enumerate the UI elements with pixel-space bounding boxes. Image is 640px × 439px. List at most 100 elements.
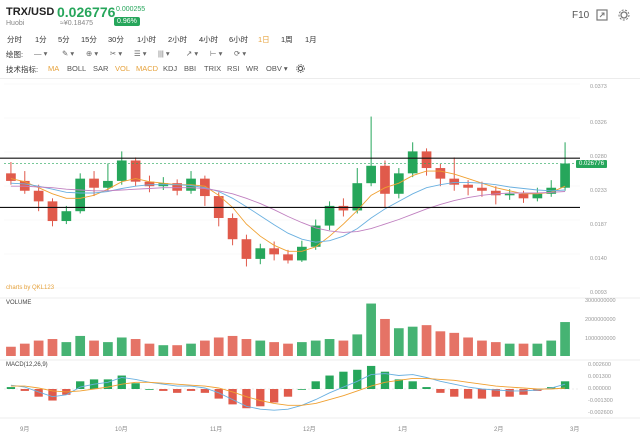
pair-title: TRX/USD xyxy=(6,6,55,18)
last-price: 0.026776 xyxy=(57,4,116,20)
volume-bar xyxy=(421,325,432,356)
y-tick-4: 0.0187 xyxy=(590,222,607,228)
cut-tool-dropdown[interactable]: ✂ ▾ xyxy=(110,49,123,58)
tab-period-6h[interactable]: 6小时 xyxy=(229,35,249,44)
candle-body xyxy=(352,183,363,211)
x-tick-feb: 2月 xyxy=(494,427,504,433)
line-tool-dropdown[interactable]: — ▾ xyxy=(34,49,48,58)
volume-bar xyxy=(75,335,86,356)
candle-body xyxy=(172,183,183,191)
volume-bar xyxy=(407,326,418,356)
candle-body xyxy=(33,190,44,202)
macd-histogram-bar xyxy=(20,389,29,391)
y-tick-2: 0.0280 xyxy=(590,154,607,160)
period-tabs: 分时 1分 5分 15分 30分 1小时 2小时 4小时 6小时 1日 1周 1… xyxy=(0,33,640,47)
x-tick-mar: 3月 xyxy=(570,427,580,433)
macd-histogram-bar xyxy=(117,375,126,389)
volume-bar xyxy=(255,340,266,356)
volume-bar xyxy=(560,322,570,356)
volume-panel-title: VOLUME xyxy=(6,300,32,306)
chart-watermark: charts by QKL123 xyxy=(6,285,55,291)
indicator-wr[interactable]: WR xyxy=(246,64,259,73)
candle-body xyxy=(269,248,279,255)
macd-histogram-bar xyxy=(200,389,210,393)
indicator-kdj[interactable]: KDJ xyxy=(163,64,178,73)
indicator-ma[interactable]: MA xyxy=(48,64,60,73)
candle-body xyxy=(47,201,58,222)
macd-histogram-bar xyxy=(422,387,431,389)
macd-histogram-bar xyxy=(353,369,362,389)
indicator-settings-icon[interactable] xyxy=(296,64,305,73)
macd-line xyxy=(10,373,566,411)
volume-bar xyxy=(116,337,127,356)
indicator-bbi[interactable]: BBI xyxy=(184,64,197,73)
volume-bar xyxy=(435,331,446,356)
indicator-boll[interactable]: BOLL xyxy=(67,64,87,73)
y-tick-6: 0.0093 xyxy=(590,290,607,296)
fib-tool-dropdown[interactable]: ||| ▾ xyxy=(158,49,170,58)
tab-period-1w[interactable]: 1周 xyxy=(281,35,293,44)
macd-histogram-bar xyxy=(159,389,168,391)
volume-bar xyxy=(200,340,210,356)
tab-period-1m[interactable]: 1月 xyxy=(305,35,317,44)
macd-histogram-bar xyxy=(242,389,251,409)
macd-tick-2: 0.000000 xyxy=(588,386,611,392)
macd-histogram-bar xyxy=(48,389,57,401)
measure-tool-dropdown[interactable]: ⊢ ▾ xyxy=(210,49,223,58)
indicator-rsi[interactable]: RSI xyxy=(227,64,240,73)
candle-body xyxy=(560,163,570,188)
y-tick-0: 0.0373 xyxy=(590,84,607,90)
tab-period-30min[interactable]: 30分 xyxy=(108,35,124,44)
tab-period-1h[interactable]: 1小时 xyxy=(137,35,157,44)
tab-period-1d[interactable]: 1日 xyxy=(258,35,270,44)
circle-tool-dropdown[interactable]: ⊕ ▾ xyxy=(86,49,99,58)
price-change-badge: 0.96% xyxy=(114,17,140,26)
tab-period-2h[interactable]: 2小时 xyxy=(168,35,188,44)
indicator-sar[interactable]: SAR xyxy=(93,64,109,73)
candle-body xyxy=(338,205,349,211)
volume-bar xyxy=(393,328,404,356)
macd-histogram-bar xyxy=(256,389,265,407)
candle-body xyxy=(407,151,418,174)
reset-tool-dropdown[interactable]: ⟳ ▾ xyxy=(234,49,247,58)
indicator-bar: 技术指标: MA BOLL SAR VOL MACD KDJ BBI TRIX … xyxy=(0,62,640,76)
candle-body xyxy=(518,193,529,199)
vol-tick-2: 1000000000 xyxy=(585,336,616,342)
tab-period-5min[interactable]: 5分 xyxy=(58,35,70,44)
macd-histogram-bar xyxy=(394,379,403,389)
macd-tick-4: -0.002600 xyxy=(588,410,613,416)
macd-histogram-bar xyxy=(380,371,390,389)
f10-button[interactable]: F10 xyxy=(572,10,590,21)
macd-histogram-bar xyxy=(505,389,514,397)
volume-bar xyxy=(130,339,141,356)
tab-period-15min[interactable]: 15分 xyxy=(81,35,97,44)
tab-period-4h[interactable]: 4小时 xyxy=(199,35,219,44)
volume-bar xyxy=(227,335,238,356)
candle-body xyxy=(103,180,113,188)
candle-body xyxy=(504,193,515,196)
candle-body xyxy=(75,178,86,212)
macd-histogram-bar xyxy=(297,389,307,390)
expand-icon[interactable] xyxy=(596,9,608,21)
indicator-vol[interactable]: VOL xyxy=(115,64,131,73)
x-tick-oct: 10月 xyxy=(115,427,128,433)
indicator-macd[interactable]: MACD xyxy=(136,64,159,73)
tab-period-1min[interactable]: 1分 xyxy=(35,35,47,44)
settings-icon[interactable] xyxy=(618,9,630,21)
volume-bar xyxy=(532,343,543,356)
pen-tool-dropdown[interactable]: ✎ ▾ xyxy=(62,49,75,58)
volume-bar xyxy=(6,346,16,356)
volume-bar xyxy=(89,340,99,356)
macd-histogram-bar xyxy=(103,379,113,389)
volume-bar xyxy=(490,342,501,356)
channel-tool-dropdown[interactable]: ☰ ▾ xyxy=(134,49,147,58)
arrow-tool-dropdown[interactable]: ↗ ▾ xyxy=(186,49,199,58)
candle-body xyxy=(6,173,16,181)
indicator-trix[interactable]: TRIX xyxy=(204,64,222,73)
indicator-obv-dropdown[interactable]: OBV ▾ xyxy=(266,64,288,73)
macd-histogram-bar xyxy=(131,383,140,389)
tab-period-fenshi[interactable]: 分时 xyxy=(7,35,22,44)
volume-bar xyxy=(33,340,44,356)
macd-histogram-bar xyxy=(339,371,348,389)
